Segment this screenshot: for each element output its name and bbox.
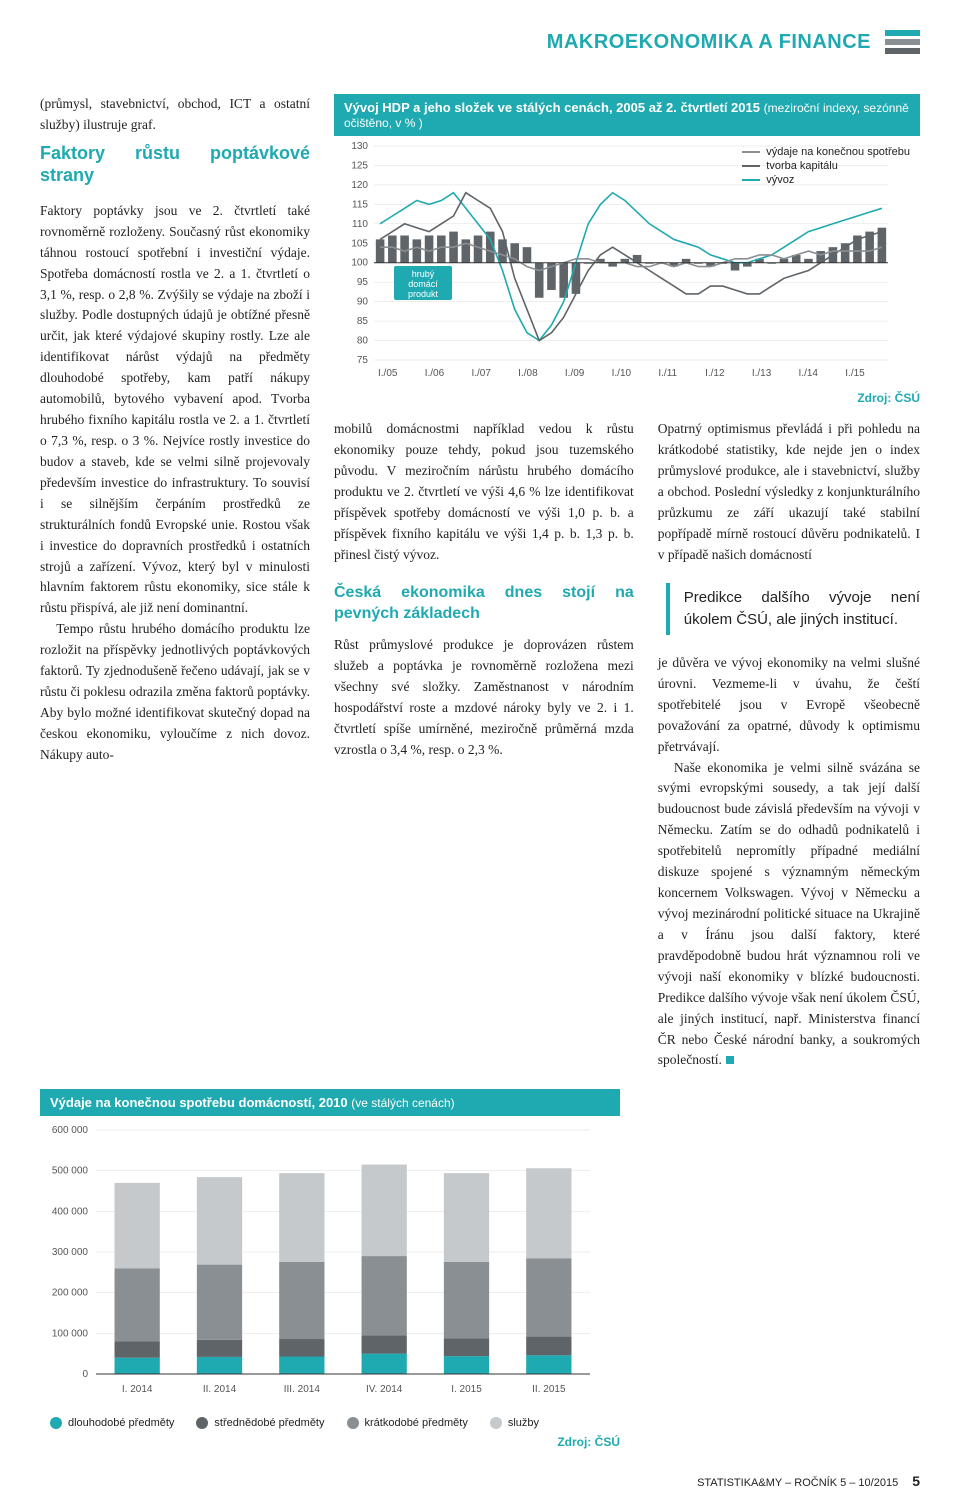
- header-bars-icon: [885, 30, 920, 54]
- svg-text:I./11: I./11: [658, 368, 677, 379]
- chart2-source: Zdroj: ČSÚ: [40, 1435, 620, 1449]
- legend-item: dlouhodobé předměty: [50, 1417, 174, 1429]
- legend-item: střednědobé předměty: [196, 1417, 324, 1429]
- chart2-legend: dlouhodobé předměty střednědobé předměty k…: [40, 1417, 620, 1429]
- svg-text:130: 130: [351, 141, 368, 152]
- svg-text:0: 0: [82, 1369, 88, 1380]
- svg-text:II. 2015: II. 2015: [532, 1384, 566, 1395]
- svg-text:115: 115: [352, 199, 368, 210]
- pull-quote: Predikce dalšího vývoje není úkolem ČSÚ,…: [666, 583, 920, 635]
- svg-text:I./14: I./14: [799, 368, 819, 379]
- page-header: MAKROEKONOMIKA A FINANCE: [40, 30, 920, 54]
- footer-mag: STATISTIKA&MY – ROČNÍK 5 – 10/2015: [697, 1477, 898, 1489]
- column-middle: mobilů domácnostmi například vedou k růs…: [334, 419, 634, 1071]
- svg-text:I./08: I./08: [518, 368, 538, 379]
- subhead-ceska: Česká ekonomika dnes stojí na pevných zá…: [334, 583, 634, 625]
- svg-text:110: 110: [352, 219, 368, 230]
- svg-text:125: 125: [351, 160, 368, 171]
- chart2: 0 100 000 200 000 300 000 400 000 500 000 600 …: [40, 1120, 620, 1405]
- svg-text:II. 2014: II. 2014: [203, 1384, 237, 1395]
- body-text: Naše ekonomika je velmi silně svázána se…: [658, 758, 920, 1072]
- svg-text:IV. 2014: IV. 2014: [366, 1384, 403, 1395]
- bar: [885, 30, 920, 36]
- svg-text:I. 2015: I. 2015: [451, 1384, 482, 1395]
- chart2-title-bar: Výdaje na konečnou spotřebu domácností, …: [40, 1089, 620, 1116]
- body-text: je důvěra ve vývoj ekonomiky na velmi sl…: [658, 653, 920, 758]
- svg-text:I. 2014: I. 2014: [122, 1384, 153, 1395]
- svg-text:III. 2014: III. 2014: [284, 1384, 321, 1395]
- intro-text: (průmysl, stavebnictví, obchod, ICT a os…: [40, 94, 310, 136]
- bar: [885, 39, 920, 45]
- body-text: Růst průmyslové produkce je doprovázen r…: [334, 635, 634, 761]
- legend-item: krátkodobé předměty: [347, 1417, 468, 1429]
- svg-text:I./15: I./15: [845, 368, 865, 379]
- svg-text:90: 90: [357, 297, 369, 308]
- column-right: Opatrný optimismus převládá i při pohled…: [658, 419, 920, 1071]
- legend-item: služby: [490, 1417, 539, 1429]
- chart2-title: Výdaje na konečnou spotřebu domácností, …: [50, 1095, 348, 1110]
- page-footer: STATISTIKA&MY – ROČNÍK 5 – 10/2015 5: [40, 1473, 920, 1489]
- svg-text:100: 100: [351, 258, 368, 269]
- chart1-legend: výdaje na konečnou spotřebutvorba kapitá…: [742, 146, 910, 188]
- chart1-title-bar: Vývoj HDP a jeho složek ve stálých cenác…: [334, 94, 920, 136]
- svg-text:I./09: I./09: [565, 368, 585, 379]
- right-block: Vývoj HDP a jeho složek ve stálých cenác…: [334, 94, 920, 1071]
- svg-text:200 000: 200 000: [52, 1288, 89, 1299]
- svg-text:500 000: 500 000: [52, 1166, 89, 1177]
- svg-text:I./12: I./12: [705, 368, 725, 379]
- svg-text:I./10: I./10: [612, 368, 632, 379]
- svg-text:I./05: I./05: [378, 368, 398, 379]
- svg-text:I./13: I./13: [752, 368, 772, 379]
- svg-text:I./06: I./06: [425, 368, 445, 379]
- end-square-icon: [726, 1056, 734, 1064]
- body-text: Opatrný optimismus převládá i při pohled…: [658, 419, 920, 565]
- bar: [885, 48, 920, 54]
- body-text: Faktory poptávky jsou ve 2. čtvrtletí ta…: [40, 201, 310, 619]
- chart1-title: Vývoj HDP a jeho složek ve stálých cenác…: [344, 100, 760, 115]
- subhead-faktory: Faktory růstu poptávkové strany: [40, 142, 310, 187]
- svg-text:100 000: 100 000: [52, 1329, 89, 1340]
- svg-text:85: 85: [357, 316, 369, 327]
- svg-text:75: 75: [357, 355, 369, 366]
- body-text: mobilů domácnostmi například vedou k růs…: [334, 419, 634, 565]
- svg-text:80: 80: [357, 336, 369, 347]
- svg-text:120: 120: [351, 180, 368, 191]
- chart1-source: Zdroj: ČSÚ: [334, 391, 920, 405]
- chart2-subtitle: (ve stálých cenách): [351, 1096, 454, 1110]
- svg-text:105: 105: [351, 238, 368, 249]
- svg-text:domácí: domácí: [408, 279, 438, 289]
- column-left: (průmysl, stavebnictví, obchod, ICT a os…: [40, 94, 310, 766]
- body-text: Tempo růstu hrubého domácího produktu lz…: [40, 619, 310, 765]
- svg-text:95: 95: [357, 277, 369, 288]
- chart1: 75 80 85 90 95 100 105 110 115 120 125 130 I./05 I./0…: [334, 140, 920, 385]
- svg-text:600 000: 600 000: [52, 1125, 89, 1136]
- svg-text:400 000: 400 000: [52, 1207, 89, 1218]
- section-title: MAKROEKONOMIKA A FINANCE: [547, 31, 871, 54]
- svg-text:300 000: 300 000: [52, 1247, 89, 1258]
- svg-text:produkt: produkt: [408, 289, 439, 299]
- svg-text:I./07: I./07: [471, 368, 491, 379]
- svg-text:hrubý: hrubý: [412, 269, 435, 279]
- footer-page: 5: [912, 1473, 920, 1489]
